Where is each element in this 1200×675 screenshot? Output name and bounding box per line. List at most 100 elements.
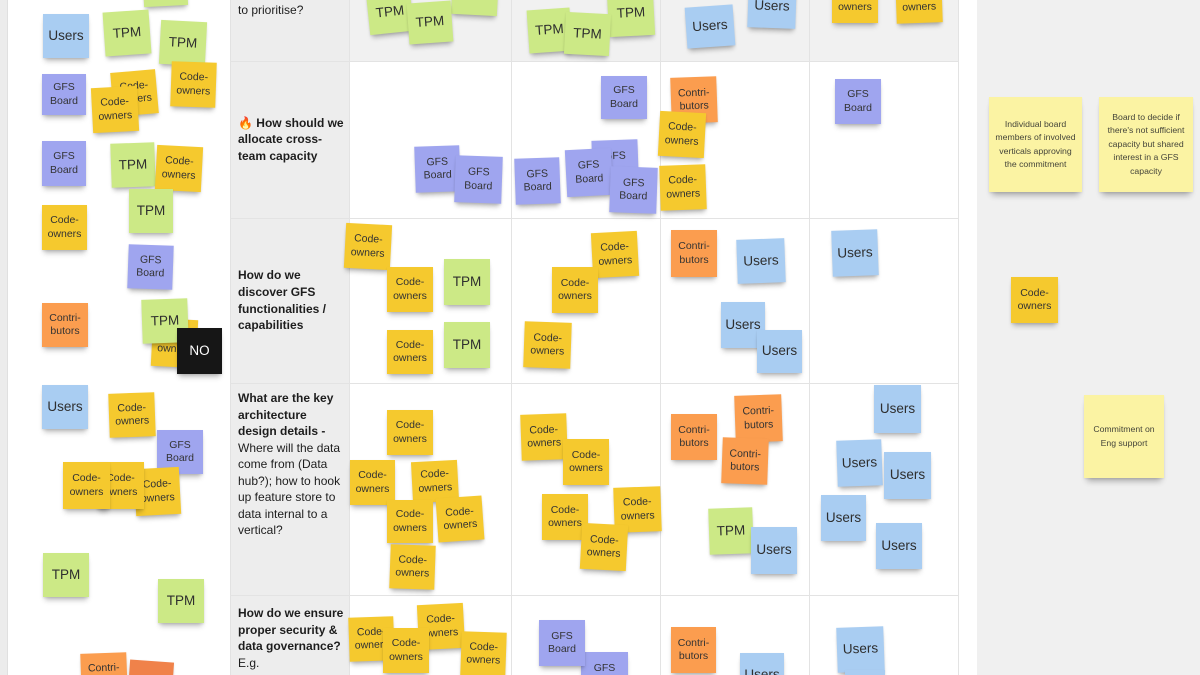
sticky-note-label: GFS Board xyxy=(609,84,639,110)
sticky-note-label: Users xyxy=(841,453,878,471)
sticky-note[interactable]: Code- owners xyxy=(387,267,433,312)
sticky-note[interactable]: TPM xyxy=(102,9,152,57)
sticky-note[interactable]: Contri- butors xyxy=(42,303,88,347)
sticky-note[interactable]: GFS Board xyxy=(581,652,628,675)
sticky-note[interactable]: Users xyxy=(747,0,797,29)
sticky-note[interactable]: NO xyxy=(177,328,222,374)
sticky-note[interactable]: GFS Board xyxy=(601,76,647,119)
sticky-note[interactable]: Code- owners xyxy=(383,628,429,673)
sticky-note[interactable]: Contri- butors xyxy=(721,437,769,485)
sticky-note[interactable]: Code- owners xyxy=(895,0,943,24)
sticky-note[interactable]: Code- owners xyxy=(387,500,433,543)
sticky-note[interactable]: Code- owners xyxy=(523,321,572,369)
sticky-note[interactable]: GFS Board xyxy=(42,74,86,115)
sticky-note-label: Contri- butors xyxy=(678,240,710,266)
sticky-note[interactable] xyxy=(141,0,189,8)
sticky-note[interactable]: Code- owners xyxy=(389,544,436,590)
sticky-note[interactable]: Contri- butors xyxy=(671,414,717,460)
sticky-note[interactable]: Users xyxy=(884,452,931,499)
sticky-note[interactable]: GFS Board xyxy=(514,157,561,205)
sticky-note[interactable]: GFS Board xyxy=(454,155,503,204)
sticky-note[interactable]: Commitment on Eng support xyxy=(1084,395,1164,478)
sticky-note[interactable]: Code- owners xyxy=(42,205,87,250)
sticky-note[interactable]: GFS Board xyxy=(42,141,86,186)
grid-hline xyxy=(230,595,958,596)
sticky-note[interactable]: Code- owners xyxy=(90,85,140,134)
sticky-note[interactable]: Users xyxy=(836,626,885,673)
sticky-note[interactable]: Users xyxy=(684,4,736,49)
sticky-note[interactable]: Board to decide if there's not sufficien… xyxy=(1099,97,1193,192)
row-question-architecture-details[interactable]: What are the key architecture design det… xyxy=(230,383,349,595)
sticky-note[interactable]: Contri- butors xyxy=(80,652,128,675)
sticky-note-label: GFS Board xyxy=(619,176,648,203)
sticky-note[interactable]: GFS Board xyxy=(127,244,174,290)
sticky-note[interactable]: Code- owners xyxy=(350,460,395,505)
sticky-note[interactable]: TPM xyxy=(43,553,89,597)
sticky-note[interactable]: GFS Board xyxy=(835,79,881,124)
sticky-note[interactable]: TPM xyxy=(708,507,754,555)
sticky-note[interactable]: TPM xyxy=(129,189,173,233)
sticky-note[interactable]: Users xyxy=(831,229,879,277)
sticky-note[interactable]: Code- owners xyxy=(579,522,629,572)
sticky-note[interactable]: Users xyxy=(836,439,883,487)
sticky-note[interactable]: Code- owners xyxy=(657,110,707,159)
grid-vline xyxy=(511,0,512,675)
sticky-note[interactable]: Users xyxy=(736,238,786,284)
sticky-note[interactable]: GFS Board xyxy=(539,620,585,666)
sticky-note[interactable]: Individual board members of involved ver… xyxy=(989,97,1082,192)
sticky-note[interactable]: GFS Board xyxy=(609,166,658,214)
sticky-note[interactable]: TPM xyxy=(158,579,204,623)
sticky-note[interactable]: Code- owners xyxy=(435,495,485,543)
sticky-note[interactable]: Code- owners xyxy=(1011,277,1058,323)
sticky-note[interactable]: Code- owners xyxy=(387,410,433,455)
sticky-note[interactable] xyxy=(127,659,175,675)
sticky-note[interactable]: Users xyxy=(42,385,88,429)
sticky-note[interactable]: Users xyxy=(757,330,802,373)
sticky-note[interactable] xyxy=(450,0,500,17)
sticky-note[interactable]: TPM xyxy=(444,322,490,368)
sticky-note-label: GFS Board xyxy=(593,661,616,674)
sticky-note[interactable]: Contri- butors xyxy=(734,394,783,443)
sticky-note[interactable]: GFS Board xyxy=(564,147,614,198)
sticky-note[interactable]: TPM xyxy=(563,11,612,57)
sticky-note[interactable]: Code- owners xyxy=(590,230,640,279)
sticky-note[interactable]: Users xyxy=(874,385,921,433)
sticky-note-label: GFS Board xyxy=(423,155,452,182)
sticky-note[interactable]: TPM xyxy=(158,19,208,67)
sticky-note-label: Code- owners xyxy=(1017,286,1052,312)
sticky-note[interactable]: TPM xyxy=(406,0,454,45)
sticky-note[interactable]: Code- owners xyxy=(154,144,204,193)
sticky-note[interactable]: Users xyxy=(751,527,797,574)
sticky-note-label: Contri- butors xyxy=(49,311,81,337)
sticky-note[interactable] xyxy=(845,670,885,675)
sticky-note[interactable]: Code- owners xyxy=(108,392,156,438)
sticky-note[interactable]: Code- owners xyxy=(552,267,598,313)
row-question-allocate-capacity[interactable]: 🔥 How should we allocate cross-team capa… xyxy=(230,61,349,218)
sticky-note[interactable]: Users xyxy=(821,495,866,541)
sticky-note[interactable]: Code- owners xyxy=(170,61,217,108)
sticky-note-label: Code- owners xyxy=(350,232,385,260)
sticky-note[interactable]: TPM xyxy=(606,0,656,38)
sticky-note[interactable]: Contri- butors xyxy=(671,230,717,277)
sticky-note[interactable]: Contri- butors xyxy=(671,627,716,673)
row-question-security-governance[interactable]: How do we ensure proper security & data … xyxy=(230,595,349,675)
row-question-prioritise[interactable]: to prioritise? xyxy=(230,0,349,61)
sticky-note-label: GFS Board xyxy=(49,81,79,107)
sticky-note[interactable]: Users xyxy=(43,14,89,58)
sticky-note[interactable]: Code- owners xyxy=(563,439,609,485)
sticky-note[interactable]: Code- owners xyxy=(460,631,507,675)
sticky-note[interactable]: Code- owners xyxy=(387,330,433,374)
sticky-note[interactable]: Code- owners xyxy=(63,462,110,509)
sticky-note-label: Code- owners xyxy=(530,331,565,358)
sticky-note[interactable]: TPM xyxy=(444,259,490,305)
sticky-note-label: Code- owners xyxy=(838,0,872,13)
sticky-note[interactable]: Users xyxy=(740,653,784,675)
sticky-note[interactable]: Code- owners xyxy=(659,164,707,211)
sticky-note[interactable]: TPM xyxy=(110,142,156,188)
sticky-note[interactable]: Users xyxy=(876,523,922,569)
row-question-discover-functionalities[interactable]: How do we discover GFS functionalities /… xyxy=(230,218,349,383)
sticky-note[interactable]: Code- owners xyxy=(343,222,393,271)
sticky-note[interactable]: Code- owners xyxy=(832,0,878,23)
sticky-note[interactable]: Code- owners xyxy=(520,413,568,461)
